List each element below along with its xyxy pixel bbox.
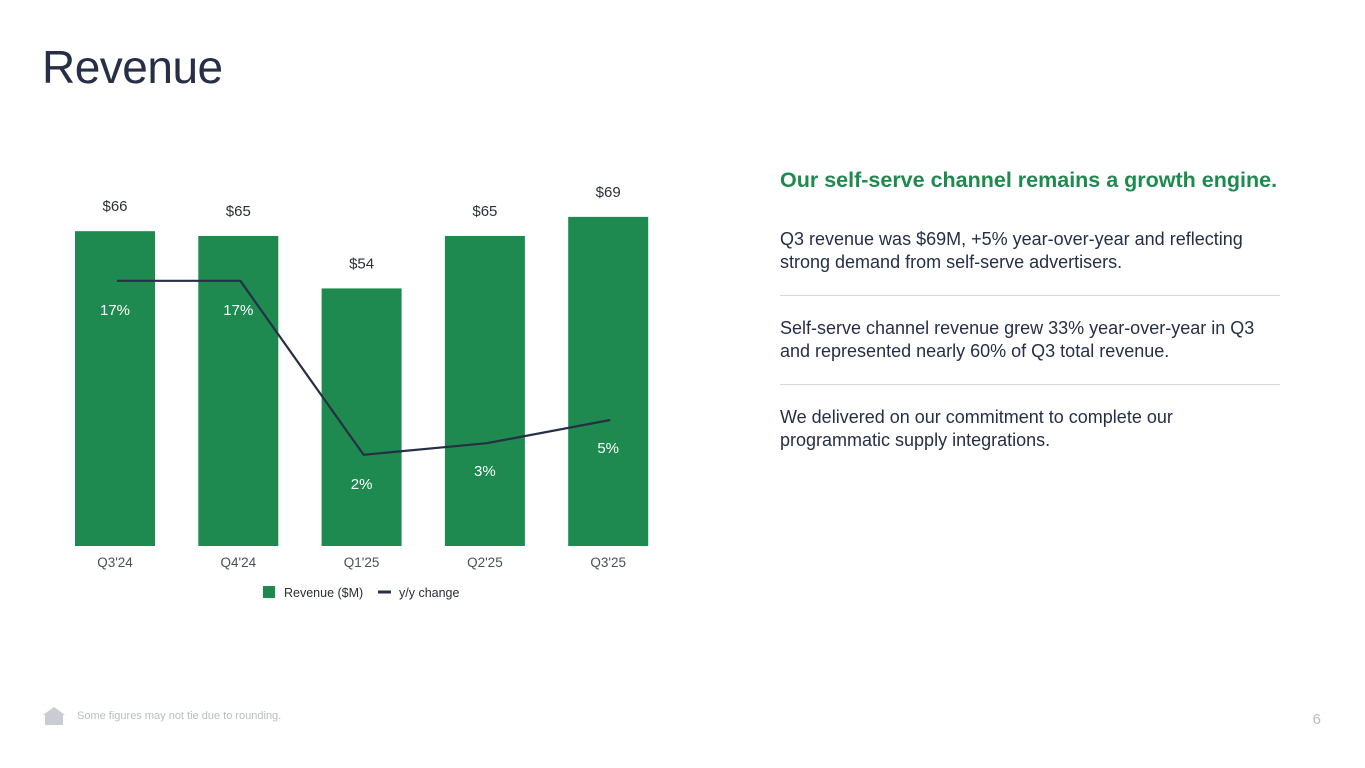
divider [780,295,1280,296]
footer: Some figures may not tie due to rounding… [42,706,281,726]
bar-value-label: $54 [349,255,374,272]
x-tick-label: Q1'25 [344,555,380,570]
commentary-paragraph: Q3 revenue was $69M, +5% year-over-year … [780,229,1243,272]
yoy-pct-label: 17% [100,302,130,319]
commentary-paragraph: We delivered on our commitment to comple… [780,407,1173,450]
yoy-pct-label: 17% [223,302,253,319]
commentary-headline: Our self-serve channel remains a growth … [780,168,1278,192]
page-number: 6 [1312,711,1321,728]
revenue-bar [444,235,525,546]
bar-value-label: $65 [226,203,251,220]
commentary-paragraph: Self-serve channel revenue grew 33% year… [780,318,1255,361]
yoy-pct-label: 3% [474,463,496,480]
yoy-pct-label: 5% [597,440,619,457]
bar-value-label: $69 [596,184,621,201]
x-tick-label: Q3'25 [590,555,626,570]
legend-label-revenue: Revenue ($M) [284,586,363,600]
revenue-bar [321,288,402,546]
yoy-change-line [117,279,611,456]
house-icon [43,707,65,725]
legend-label-yoy: y/y change [399,586,460,600]
page-title: Revenue [42,41,223,93]
revenue-bar [198,235,279,546]
footnote: Some figures may not tie due to rounding… [77,710,282,722]
revenue-bar [568,216,649,546]
yoy-pct-label: 2% [351,476,373,493]
x-tick-label: Q2'25 [467,555,503,570]
x-tick-label: Q4'24 [220,555,256,570]
revenue-chart: $66 Q3'24 $65 Q4'24 $54 Q1'25 $65 Q2'25 $69 Q3'25… [75,184,649,600]
divider [780,384,1280,385]
commentary-panel: Our self-serve channel remains a growth … [780,166,1280,452]
x-tick-label: Q3'24 [97,555,133,570]
bar-value-label: $66 [102,198,127,215]
legend-swatch-revenue [263,586,275,598]
revenue-bar [75,231,155,546]
bar-value-label: $65 [472,203,497,220]
